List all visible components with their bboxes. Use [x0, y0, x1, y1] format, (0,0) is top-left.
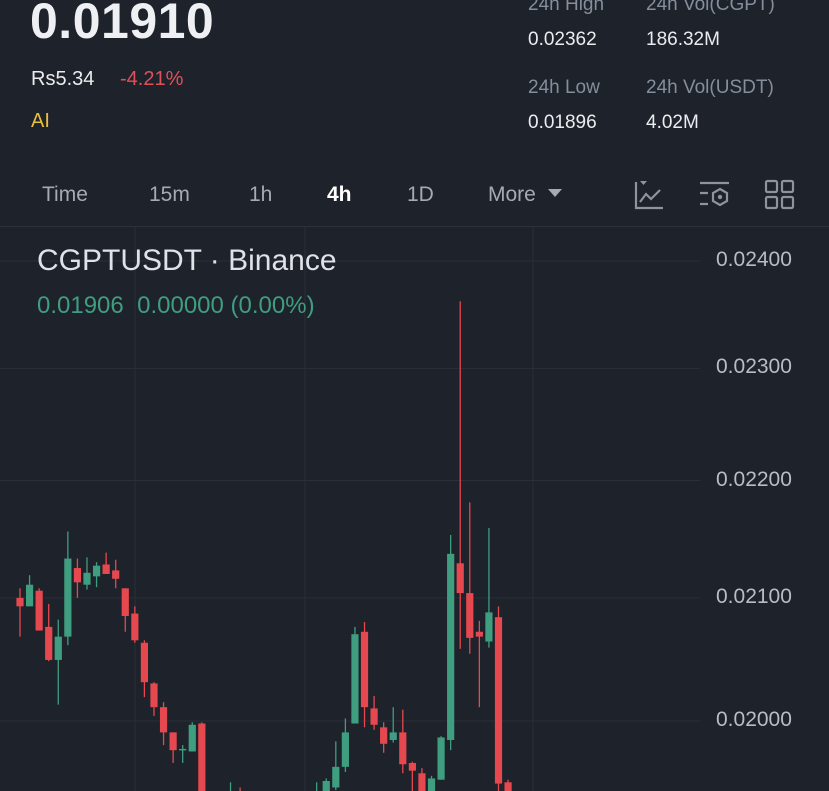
candle-body [131, 613, 139, 641]
layout-grid-icon[interactable] [763, 178, 797, 212]
candle-body [73, 568, 82, 583]
tab-more[interactable]: More [488, 183, 562, 207]
candle-body [475, 631, 483, 637]
candle-body [389, 732, 397, 740]
candle-body [427, 778, 436, 791]
candle-body [437, 737, 445, 780]
tab-more-label: More [488, 183, 536, 206]
price-axis-label: 0.02200 [716, 467, 792, 491]
candle-body [360, 631, 369, 708]
stat-value-24h-high: 0.02362 [528, 29, 597, 50]
candle-body [16, 597, 24, 607]
candle-body [150, 683, 158, 708]
indicator-chart-icon[interactable] [632, 178, 666, 212]
candle-body [370, 708, 378, 725]
candle-body [332, 766, 340, 788]
candle-body [25, 584, 34, 607]
candle-body [35, 590, 43, 631]
chart-settings-icon[interactable] [698, 178, 732, 212]
candle-body [140, 642, 149, 683]
tab-1d[interactable]: 1D [407, 183, 434, 206]
candle-body [159, 707, 168, 733]
chart-symbol-title: CGPTUSDT · Binance [37, 244, 337, 277]
stat-value-24h-low: 0.01896 [528, 112, 597, 133]
candle-body [447, 553, 455, 740]
candle-body [341, 732, 349, 767]
stat-label-24h-vol-quote: 24h Vol(USDT) [646, 77, 774, 98]
candle-body [351, 634, 359, 724]
candle-body [380, 727, 388, 744]
price-change-percent: -4.21% [120, 68, 184, 90]
tab-1h[interactable]: 1h [249, 183, 273, 206]
last-price: 0.01910 [30, 0, 215, 49]
price-axis-label: 0.02400 [716, 248, 792, 271]
stat-label-24h-vol-base: 24h Vol(CGPT) [646, 0, 775, 15]
candle-body [54, 636, 62, 660]
candle-body [494, 617, 503, 784]
chart-legend-values: 0.01906 0.00000 (0.00%) [37, 292, 315, 320]
candle-body [64, 558, 72, 637]
candle-body [45, 626, 53, 660]
candle-body [112, 570, 120, 579]
candle-body [322, 780, 330, 791]
candle-body [485, 612, 493, 642]
price-axis-label: 0.02100 [716, 584, 792, 608]
ai-tag[interactable]: AI [31, 110, 50, 132]
candle-body [456, 563, 464, 594]
price-axis-label: 0.02000 [716, 708, 792, 731]
candle-body [188, 724, 196, 752]
tab-time[interactable]: Time [42, 183, 88, 206]
candle-body [504, 782, 512, 791]
stat-value-24h-vol-base: 186.32M [646, 29, 720, 50]
legend-change: 0.00000 (0.00%) [137, 292, 315, 319]
candle-body [121, 588, 129, 616]
candle-body [399, 732, 407, 765]
fiat-price: Rs5.34 [31, 68, 95, 90]
candle-body [92, 565, 101, 577]
stat-label-24h-high: 24h High [528, 0, 605, 15]
candle-body [102, 564, 110, 574]
tab-15m[interactable]: 15m [149, 183, 190, 206]
price-axis-label: 0.02300 [716, 355, 792, 379]
candle-body [169, 732, 177, 751]
caret-down-icon [547, 189, 562, 197]
stat-label-24h-low: 24h Low [528, 77, 600, 98]
stat-value-24h-vol-quote: 4.02M [646, 112, 699, 133]
candle-body [408, 762, 416, 771]
candle-body [418, 773, 426, 791]
candle-body [198, 723, 206, 791]
candle-body [179, 748, 187, 751]
legend-price: 0.01906 [37, 292, 124, 319]
toolbar-divider [0, 226, 829, 227]
candlestick-chart[interactable] [0, 227, 829, 791]
tab-4h[interactable]: 4h [327, 183, 352, 206]
candle-body [466, 593, 474, 638]
candle-body [83, 572, 91, 585]
